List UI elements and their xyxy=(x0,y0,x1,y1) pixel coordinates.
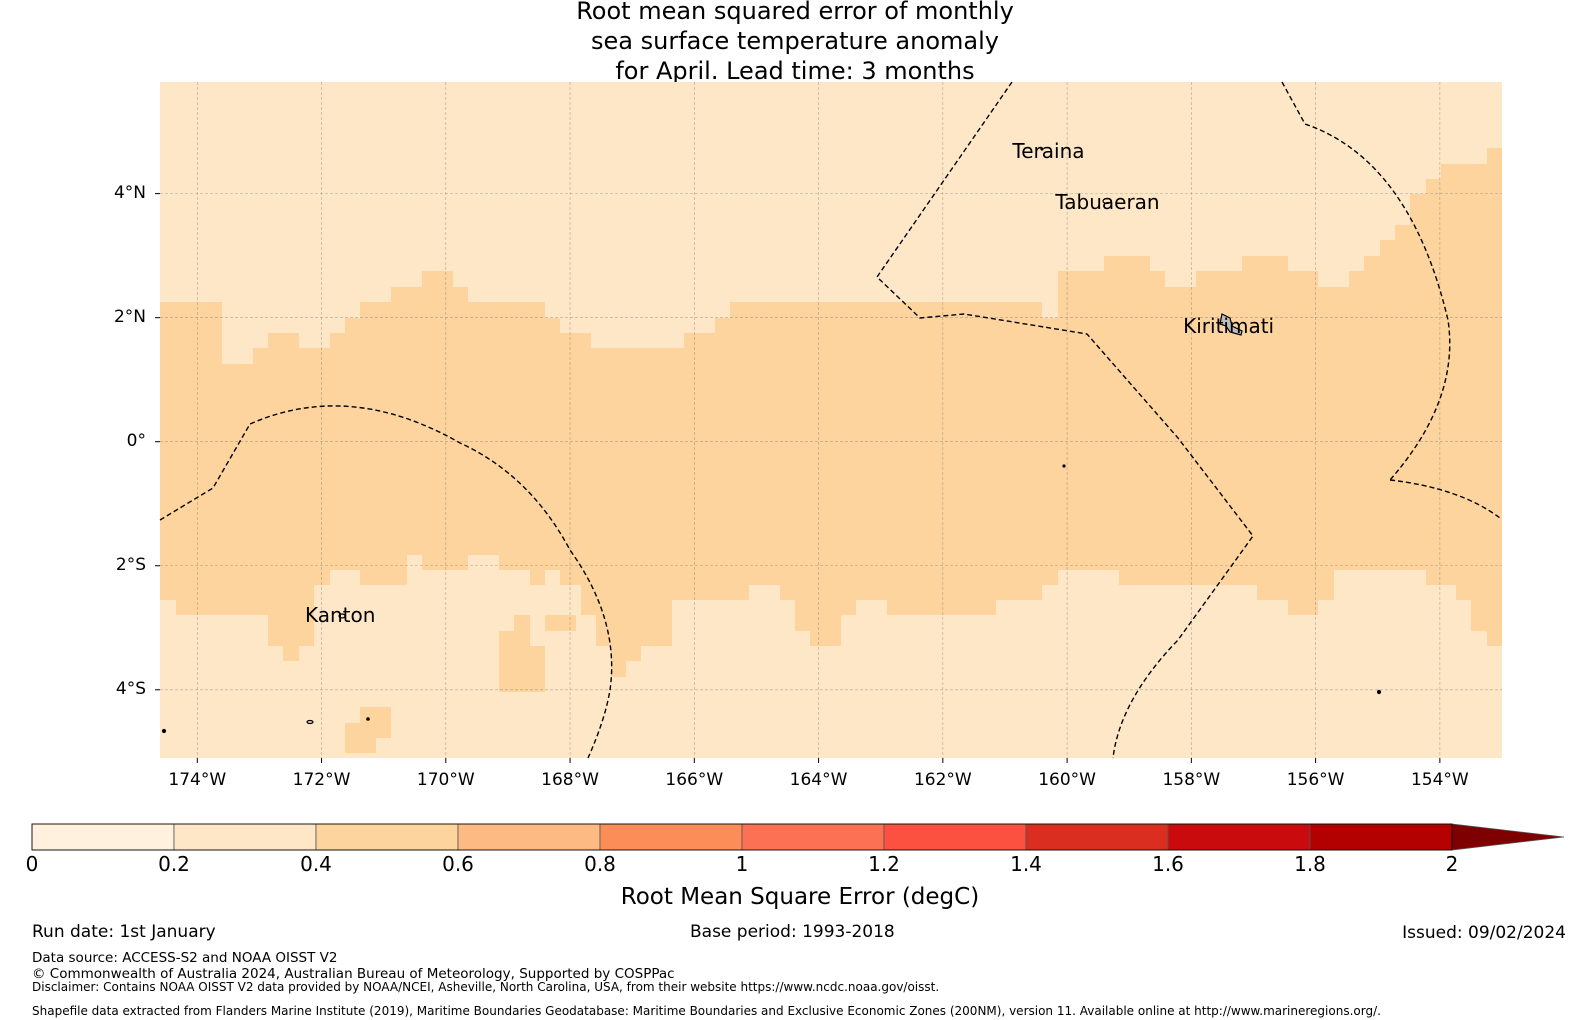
lon-tick-label: 168°W xyxy=(541,770,599,790)
colorbar-segment xyxy=(31,823,175,851)
place-label: Kiritimati xyxy=(1183,313,1275,338)
lat-tick-label: 2°N xyxy=(113,306,146,327)
lon-tick-label: 160°W xyxy=(1038,770,1096,790)
disclaimer: Disclaimer: Contains NOAA OISST V2 data … xyxy=(32,980,940,994)
lon-tick-label: 170°W xyxy=(416,770,475,790)
eez-arc-phoenix xyxy=(159,405,613,759)
rmse-patch-3 xyxy=(345,707,391,753)
place-label: Teraina xyxy=(1012,139,1085,164)
eez-boundaries xyxy=(159,81,1501,759)
rmse-patch-2 xyxy=(545,615,576,631)
island-kiritimati xyxy=(1219,313,1243,336)
map-title: Root mean squared error of monthly sea s… xyxy=(0,0,1590,86)
lon-tick-label: 164°W xyxy=(789,770,848,790)
eez-arc-east xyxy=(1281,81,1451,481)
title-line-3: for April. Lead time: 3 months xyxy=(615,57,975,85)
lon-tick-label: 172°W xyxy=(292,770,351,790)
lat-tick-label: 4°S xyxy=(115,678,146,699)
colorbar-segment xyxy=(883,823,1027,851)
colorbar-segment xyxy=(173,823,317,851)
colorbar-tick-label: 2 xyxy=(1445,852,1459,876)
shapefile-credit: Shapefile data extracted from Flanders M… xyxy=(32,1004,1381,1018)
island-small xyxy=(1062,464,1066,468)
island-jarvis xyxy=(1376,689,1382,695)
colorbar-segment xyxy=(1167,823,1311,851)
island-tabuaeran xyxy=(1102,197,1112,205)
colorbar-tick-label: 0.6 xyxy=(442,852,474,876)
colorbar-label: Root Mean Square Error (degC) xyxy=(620,884,980,910)
lat-tick-label: 2°S xyxy=(115,554,146,575)
island-teraina xyxy=(1040,147,1044,151)
lon-tick-label: 158°W xyxy=(1162,770,1221,790)
graticule xyxy=(160,82,1502,758)
colorbar-extend-arrow xyxy=(1451,823,1565,851)
copyright: © Commonwealth of Australia 2024, Austra… xyxy=(32,966,675,982)
island-enderbury xyxy=(306,719,314,725)
colorbar-segment xyxy=(1309,823,1453,851)
map-tick-marks xyxy=(155,193,1441,763)
colorbar-tick-label: 0.8 xyxy=(584,852,616,876)
place-label: Tabuaeran xyxy=(1055,190,1160,215)
title-line-2: sea surface temperature anomaly xyxy=(591,27,999,55)
colorbar-tick-label: 0.2 xyxy=(158,852,190,876)
title-line-1: Root mean squared error of monthly xyxy=(576,0,1014,25)
data-source: Data source: ACCESS-S2 and NOAA OISST V2 xyxy=(32,950,338,966)
run-date: Run date: 1st January xyxy=(32,922,216,942)
colorbar-tick-label: 1.8 xyxy=(1294,852,1326,876)
lon-tick-label: 174°W xyxy=(168,770,227,790)
eez-line-east-lower xyxy=(1389,479,1501,519)
rmse-band-0.4-0.6 xyxy=(160,148,1502,677)
place-label: Kanton xyxy=(304,603,376,628)
eez-line-line-islands-west xyxy=(876,81,1254,759)
colorbar-tick-label: 1.2 xyxy=(868,852,900,876)
colorbar-segment xyxy=(315,823,459,851)
island-small-3 xyxy=(161,728,167,734)
base-period: Base period: 1993-2018 xyxy=(690,922,895,942)
lon-tick-label: 156°W xyxy=(1286,770,1345,790)
colorbar-tick-label: 0.4 xyxy=(300,852,332,876)
colorbar-tick-label: 1.4 xyxy=(1010,852,1042,876)
colorbar-segment xyxy=(599,823,743,851)
rmse-patch-1 xyxy=(499,615,545,692)
colorbar-outline xyxy=(31,823,1453,851)
island-small-2 xyxy=(366,717,370,721)
lon-tick-label: 166°W xyxy=(665,770,724,790)
issued-date: Issued: 09/02/2024 xyxy=(1402,923,1566,943)
colorbar xyxy=(31,823,1565,851)
lat-tick-label: 4°N xyxy=(113,182,146,203)
colorbar-segment xyxy=(1025,823,1169,851)
islands xyxy=(161,147,1382,734)
colorbar-tick-label: 1 xyxy=(735,852,749,876)
island-kanton xyxy=(338,613,346,619)
lat-tick-label: 0° xyxy=(126,430,146,451)
colorbar-tick-label: 0 xyxy=(25,852,39,876)
colorbar-segment xyxy=(741,823,885,851)
colorbar-segment xyxy=(457,823,601,851)
colorbar-tick-label: 1.6 xyxy=(1152,852,1184,876)
lon-tick-label: 154°W xyxy=(1410,770,1469,790)
lon-tick-label: 162°W xyxy=(913,770,972,790)
